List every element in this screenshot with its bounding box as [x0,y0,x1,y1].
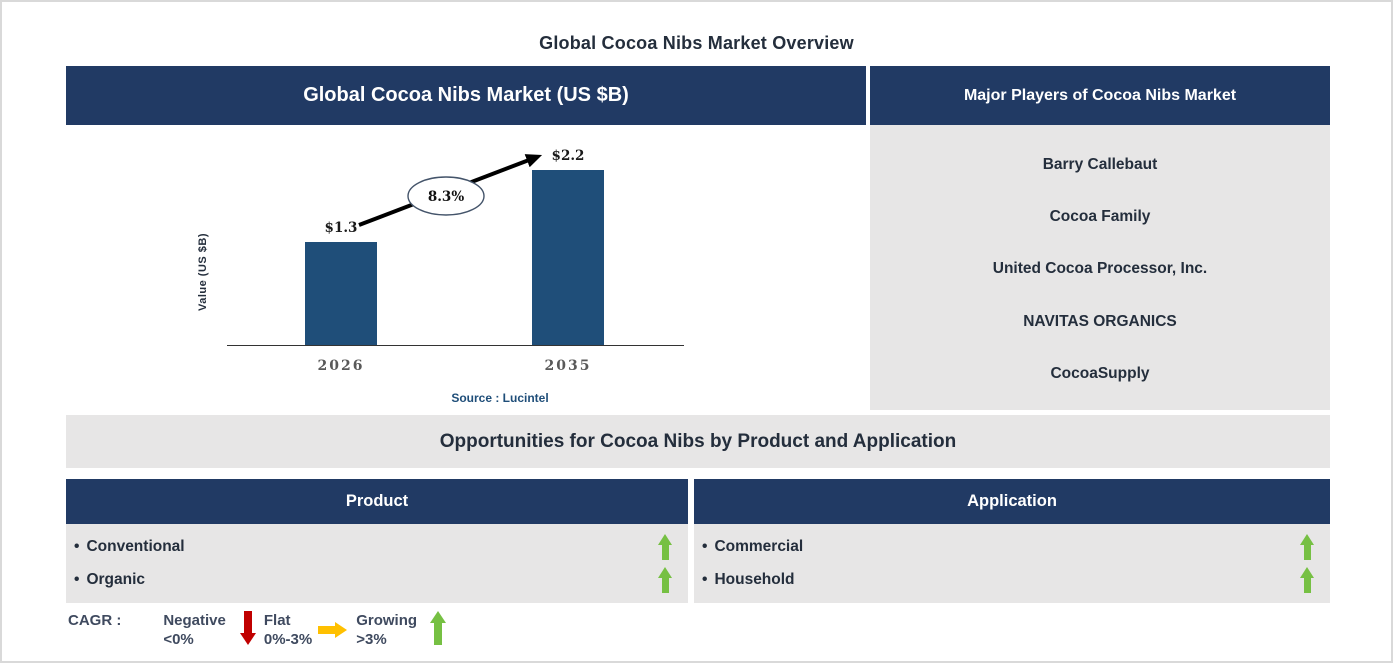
player-name: CocoaSupply [1050,364,1150,382]
legend-item-growing: Growing >3% [356,611,417,649]
players-panel-header-label: Major Players of Cocoa Nibs Market [963,86,1237,104]
bar [305,242,377,345]
arrow-right-icon [318,622,348,638]
item-label: Commercial [714,537,804,555]
application-header-label: Application [967,492,1057,510]
product-list: • Conventional • Organic [66,524,688,603]
cagr-oval [407,176,485,216]
player-name: United Cocoa Processor, Inc. [992,260,1208,278]
item-label: Organic [86,570,146,588]
opportunities-title-band: Opportunities for Cocoa Nibs by Product … [66,415,1330,468]
player-name: NAVITAS ORGANICS [1023,312,1177,330]
list-item: • Organic [66,563,688,596]
cagr-legend: CAGR : Negative <0% Flat 0%-3% Growing >… [68,611,447,649]
cagr-value-label: 8.3% [428,189,464,205]
bar-chart: Value (US $B) $1.3 $2.2 2026 2035 Source… [66,125,866,417]
legend-item-range: <0% [163,631,194,648]
bullet: • [702,570,708,588]
application-list: • Commercial • Household [694,524,1330,603]
opportunities-title: Opportunities for Cocoa Nibs by Product … [439,430,957,452]
trend-up-arrow-icon [658,533,672,560]
players-panel-header: Major Players of Cocoa Nibs Market [870,66,1330,125]
page-title: Global Cocoa Nibs Market Overview [539,33,854,53]
item-label: Household [714,570,795,588]
bar-group-2026: $1.3 [305,125,377,345]
category-label: 2026 [317,358,365,374]
application-header: Application [694,479,1330,524]
bar-group-2035: $2.2 [532,125,604,345]
players-list: Barry Callebaut Cocoa Family United Coco… [870,125,1330,410]
player-name: Cocoa Family [1049,208,1151,226]
product-header: Product [66,479,688,524]
bullet: • [74,570,80,588]
source-label: Source : Lucintel [451,391,549,405]
bullet: • [74,537,80,555]
legend-item-negative: Negative <0% [163,611,226,649]
bullet: • [702,537,708,555]
bar-value-label: $1.3 [324,220,358,236]
category-label: 2035 [544,358,592,374]
list-item: • Household [694,563,1330,596]
legend-cagr-label: CAGR : [68,612,122,629]
item-label: Conventional [86,537,185,555]
product-header-label: Product [345,492,409,510]
chart-panel-header: Global Cocoa Nibs Market (US $B) [66,66,866,125]
cagr-annotation: 8.3% [358,154,543,227]
growth-arrow-icon [358,154,543,227]
list-item: • Conventional [66,530,688,563]
chart-panel-header-label: Global Cocoa Nibs Market (US $B) [303,84,629,106]
legend-item-name: Negative [163,612,226,629]
legend-item-name: Growing [356,612,418,629]
arrow-down-icon [239,611,256,645]
trend-up-arrow-icon [658,566,672,593]
y-axis-label: Value (US $B) [197,232,209,312]
bar [532,170,604,345]
trend-up-arrow-icon [1300,533,1314,560]
legend-item-flat: Flat 0%-3% [264,611,312,649]
player-name: Barry Callebaut [1042,156,1158,174]
trend-up-arrow-icon [1300,566,1314,593]
arrow-up-icon [430,611,447,645]
list-item: • Commercial [694,530,1330,563]
bar-value-label: $2.2 [551,148,585,164]
legend-item-range: 0%-3% [263,631,313,648]
legend-item-name: Flat [263,612,291,629]
legend-item-range: >3% [356,631,387,648]
x-axis-line [227,345,684,346]
